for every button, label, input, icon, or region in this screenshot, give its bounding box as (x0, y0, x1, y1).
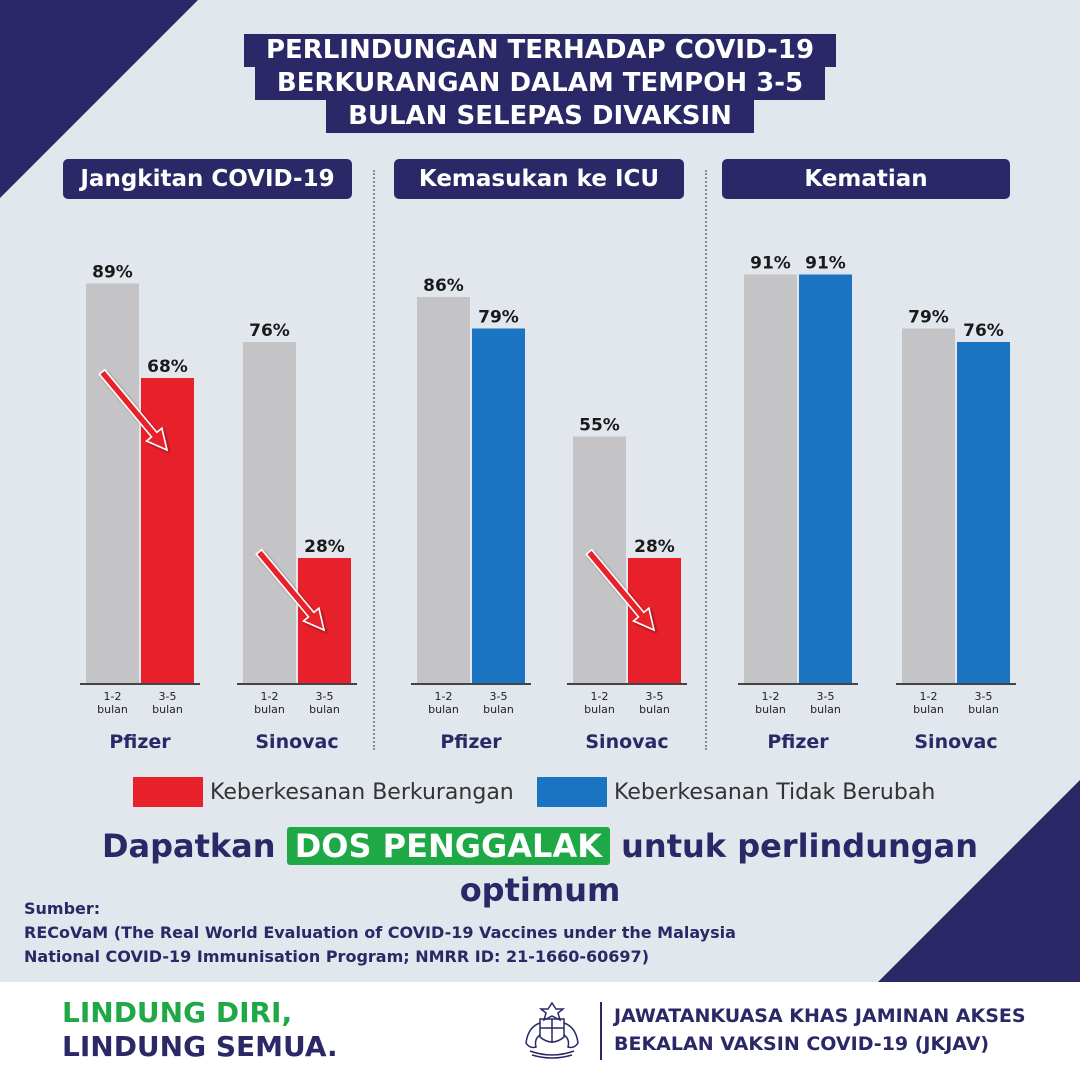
period-label: bulan (968, 703, 999, 716)
period-label: 3-5 (159, 690, 177, 703)
period-label: 3-5 (975, 690, 993, 703)
period-label: bulan (584, 703, 615, 716)
source-line-1: RECoVaM (The Real World Evaluation of CO… (24, 923, 736, 942)
malaysia-coat-of-arms-icon (525, 1001, 579, 1059)
period-label: bulan (639, 703, 670, 716)
divider-right (705, 170, 707, 750)
period-label: bulan (309, 703, 340, 716)
corner-triangle-top-left (0, 0, 198, 198)
period-label: bulan (254, 703, 285, 716)
period-label: 1-2 (762, 690, 780, 703)
bar-2-pfizer-early (744, 274, 797, 684)
data-label: 91% (750, 254, 791, 274)
title-line-3: BULAN SELEPAS DIVAKSIN (326, 100, 754, 133)
period-label: 3-5 (646, 690, 664, 703)
data-label: 79% (478, 308, 519, 328)
main-title: PERLINDUNGAN TERHADAP COVID-19 BERKURANG… (0, 34, 1080, 133)
bar-2-sinovac-early (902, 328, 955, 684)
bar-2-sinovac-late (957, 342, 1010, 684)
panel-title-infection: Jangkitan COVID-19 (63, 159, 352, 199)
data-label: 28% (634, 537, 675, 557)
period-label: 3-5 (490, 690, 508, 703)
legend-label-decreased: Keberkesanan Berkurangan (210, 780, 514, 805)
source-citation: Sumber: RECoVaM (The Real World Evaluati… (24, 897, 736, 969)
decrease-arrow-icon (585, 548, 656, 632)
data-label: 86% (423, 276, 464, 296)
vaccine-label: Sinovac (914, 731, 997, 753)
title-line-2: BERKURANGAN DALAM TEMPOH 3-5 (254, 67, 826, 100)
period-label: 1-2 (435, 690, 453, 703)
vaccine-label: Sinovac (585, 731, 668, 753)
bar-2-pfizer-late (799, 274, 852, 684)
footer-divider (600, 1002, 602, 1060)
period-label: bulan (913, 703, 944, 716)
bar-0-pfizer-early (86, 283, 139, 684)
period-label: 1-2 (591, 690, 609, 703)
data-label: 91% (805, 254, 846, 274)
period-label: 3-5 (817, 690, 835, 703)
panel-title-death: Kematian (722, 159, 1010, 199)
slogan-line-2: LINDUNG SEMUA. (62, 1030, 338, 1063)
agency-line-1: JAWATANKUASA KHAS JAMINAN AKSES (614, 1005, 1026, 1027)
vaccine-label: Sinovac (255, 731, 338, 753)
period-label: bulan (97, 703, 128, 716)
cta-highlight: DOS PENGGALAK (286, 827, 610, 865)
period-label: 1-2 (104, 690, 122, 703)
decrease-arrow-icon (98, 368, 169, 452)
data-label: 28% (304, 537, 345, 557)
period-label: bulan (810, 703, 841, 716)
period-label: 1-2 (261, 690, 279, 703)
period-label: bulan (483, 703, 514, 716)
bar-1-pfizer-early (417, 297, 470, 684)
data-label: 89% (92, 263, 133, 283)
corner-triangle-bottom-right (876, 780, 1080, 984)
cta-line-2: optimum (459, 871, 621, 909)
agency-line-2: BEKALAN VAKSIN COVID-19 (JKJAV) (614, 1033, 990, 1055)
decrease-arrow-icon (255, 548, 326, 632)
period-label: 1-2 (920, 690, 938, 703)
data-label: 79% (908, 308, 949, 328)
legend-label-unchanged: Keberkesanan Tidak Berubah (614, 780, 936, 805)
vaccine-label: Pfizer (440, 731, 502, 753)
bar-0-sinovac-early (243, 342, 296, 684)
title-line-1: PERLINDUNGAN TERHADAP COVID-19 (243, 34, 837, 67)
legend-swatch-decreased (133, 777, 203, 807)
panel-title-icu: Kemasukan ke ICU (394, 159, 684, 199)
period-label: bulan (428, 703, 459, 716)
bar-1-pfizer-late (472, 328, 525, 684)
slogan: LINDUNG DIRI, LINDUNG SEMUA. (62, 996, 338, 1064)
agency-name: JAWATANKUASA KHAS JAMINAN AKSES BEKALAN … (614, 1002, 1026, 1058)
vaccine-label: Pfizer (767, 731, 829, 753)
slogan-line-1: LINDUNG DIRI, (62, 996, 293, 1029)
cta-before: Dapatkan (101, 827, 276, 865)
vaccine-label: Pfizer (109, 731, 171, 753)
period-label: bulan (755, 703, 786, 716)
data-label: 55% (579, 416, 620, 436)
legend-swatch-unchanged (537, 777, 607, 807)
divider-left (373, 170, 375, 750)
data-label: 76% (249, 321, 290, 341)
period-label: 3-5 (316, 690, 334, 703)
cta-after: untuk perlindungan (621, 827, 979, 865)
source-heading: Sumber: (24, 899, 101, 918)
data-label: 76% (963, 321, 1004, 341)
source-line-2: National COVID-19 Immunisation Program; … (24, 947, 649, 966)
data-label: 68% (147, 357, 188, 377)
call-to-action: Dapatkan DOS PENGGALAK untuk perlindunga… (0, 824, 1080, 912)
period-label: bulan (152, 703, 183, 716)
